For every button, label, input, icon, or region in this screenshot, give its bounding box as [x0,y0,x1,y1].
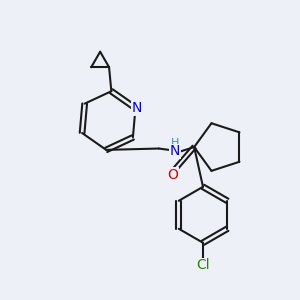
Text: Cl: Cl [196,258,210,272]
Text: O: O [167,168,178,182]
Text: H: H [171,138,179,148]
Text: N: N [132,101,142,115]
Text: N: N [170,145,180,158]
